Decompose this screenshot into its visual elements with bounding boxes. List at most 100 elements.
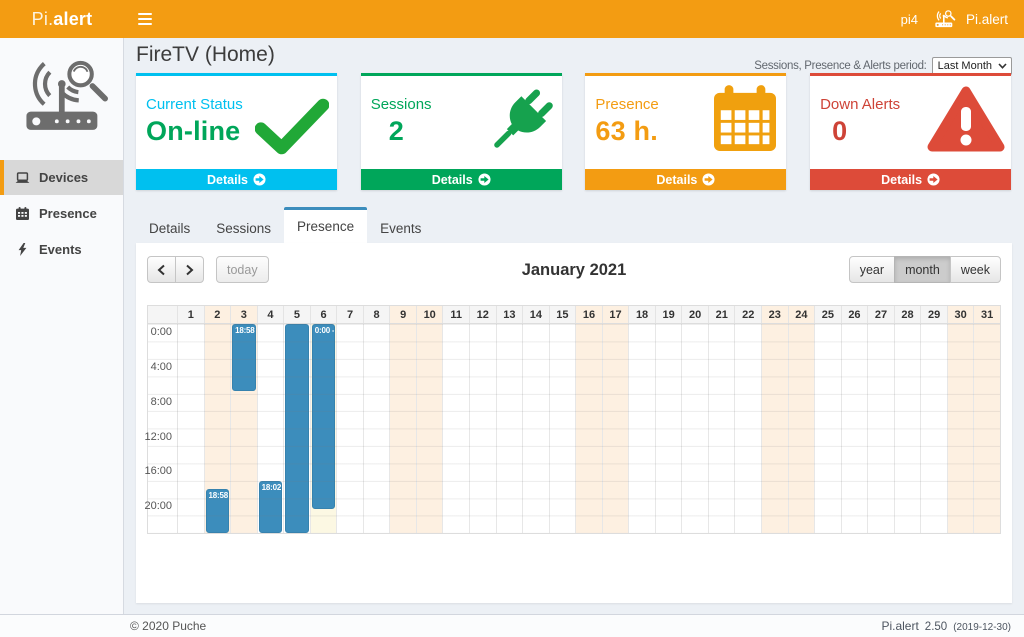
tab-presence[interactable]: Presence [284, 207, 368, 243]
day-column-5[interactable] [284, 324, 311, 533]
presence-event-bar[interactable]: 0:00 - [311, 324, 336, 510]
today-button[interactable]: today [216, 256, 269, 283]
calendar-title: January 2021 [521, 261, 627, 279]
today-button-group: today [216, 256, 269, 283]
day-column-30[interactable] [947, 324, 975, 533]
day-column-12[interactable] [470, 324, 497, 533]
box-body: Sessions 2 [361, 76, 562, 169]
day-column-14[interactable] [523, 324, 550, 533]
day-column-18[interactable] [629, 324, 656, 533]
sidebar-item-label: Events [39, 242, 82, 257]
day-column-2[interactable]: 18:58 [204, 324, 232, 533]
presence-event-bar[interactable]: 18:58 [232, 324, 256, 392]
calendar-time-axis: 0:00 4:00 8:00 12:00 16:00 20:00 [144, 324, 178, 533]
navbar-right: pi4 Pi.alert [901, 0, 1024, 38]
details-label: Details [881, 172, 923, 187]
day-header-16: 16 [576, 306, 603, 323]
day-header-12: 12 [470, 306, 497, 323]
sidebar-item-label: Devices [39, 170, 89, 185]
box-body: Presence 63 h. [585, 76, 786, 169]
day-column-21[interactable] [708, 324, 736, 533]
summary-box-current-status: Current Status On-line Details [136, 73, 337, 190]
box-label: Sessions [370, 96, 432, 113]
day-column-1[interactable] [178, 324, 205, 533]
version-info: Pi.alert 2.50 (2019-12-30) [881, 619, 1011, 633]
pialert-logo-icon [935, 8, 956, 28]
top-navbar: Pi. alert pi4 Pi. [0, 0, 1024, 38]
day-column-4[interactable]: 18:02 [257, 324, 285, 533]
day-column-22[interactable] [735, 324, 763, 533]
box-label: Presence [595, 96, 659, 113]
box-details-button[interactable]: Details [136, 169, 337, 190]
day-header-18: 18 [629, 306, 656, 323]
tab-sessions[interactable]: Sessions [216, 220, 272, 236]
time-axis-label: 4:00 [150, 360, 172, 373]
presence-event-bar[interactable]: 18:02 [258, 481, 283, 533]
sidebar-item-events[interactable]: Events [0, 232, 123, 267]
event-start-time-label: 18:02 [261, 483, 282, 492]
presence-calendar: 1 2 3 4 5 6 7 8 9 10 11 12 13 14 15 16 17 18 19 20 21 22 23 24 2… [144, 305, 1001, 534]
box-accent-bar [585, 73, 787, 76]
summary-box-down-alerts: Down Alerts 0 Details [810, 73, 1012, 190]
box-accent-bar [810, 73, 1012, 76]
day-header-19: 19 [655, 306, 683, 323]
day-column-3[interactable]: 18:58 [231, 324, 258, 533]
tab-details[interactable]: Details [149, 220, 191, 236]
bolt-icon [18, 243, 27, 256]
day-column-8[interactable] [363, 324, 391, 533]
box-details-button[interactable]: Details [810, 169, 1012, 190]
main-content: FireTV (Home) Sessions, Presence & Alert… [124, 38, 1024, 614]
day-column-29[interactable] [921, 324, 948, 533]
day-column-6[interactable]: 0:00 - [310, 324, 338, 533]
calendar-axis-header [148, 306, 178, 323]
day-header-4: 4 [257, 306, 285, 323]
day-column-23[interactable] [762, 324, 789, 533]
day-header-30: 30 [947, 306, 975, 323]
arrow-circle-right-icon [253, 173, 266, 186]
sidebar-item-presence[interactable]: Presence [0, 196, 123, 231]
footer-version: 2.50 [924, 621, 948, 633]
footer-app-name: Pi.alert [881, 619, 919, 633]
period-selected-value: Last Month [937, 60, 992, 72]
presence-event-bar[interactable]: 18:58 [205, 489, 230, 533]
time-axis-label: 0:00 [150, 326, 172, 338]
day-column-9[interactable] [390, 324, 417, 533]
day-column-7[interactable] [337, 324, 364, 533]
year-view-button[interactable]: year [848, 256, 896, 283]
day-column-11[interactable] [443, 324, 471, 533]
calendar-icon [16, 207, 29, 220]
day-column-27[interactable] [868, 324, 895, 533]
day-column-10[interactable] [416, 324, 444, 533]
day-column-28[interactable] [894, 324, 922, 533]
tab-events[interactable]: Events [380, 220, 422, 236]
time-axis-label: 16:00 [144, 465, 172, 478]
check-icon [254, 98, 330, 155]
month-view-button[interactable]: month [894, 256, 951, 283]
user-menu[interactable]: Pi.alert [935, 8, 1008, 30]
box-value: 0 [832, 116, 848, 146]
arrow-circle-right-icon [702, 173, 715, 186]
day-column-31[interactable] [974, 324, 1000, 533]
day-column-19[interactable] [655, 324, 683, 533]
presence-event-bar[interactable] [285, 324, 309, 533]
day-column-26[interactable] [841, 324, 869, 533]
sidebar-item-devices[interactable]: Devices [0, 160, 123, 195]
brand-logo[interactable]: Pi. alert [0, 0, 124, 38]
box-body: Current Status On-line [136, 76, 337, 169]
sidebar-toggle-button[interactable] [124, 0, 166, 38]
week-view-button[interactable]: week [949, 256, 1001, 283]
day-column-20[interactable] [682, 324, 709, 533]
day-column-15[interactable] [549, 324, 577, 533]
calendar-nav-buttons [147, 256, 204, 283]
box-details-button[interactable]: Details [585, 169, 787, 190]
day-header-6: 6 [310, 306, 338, 323]
day-column-24[interactable] [788, 324, 816, 533]
day-column-17[interactable] [602, 324, 630, 533]
box-details-button[interactable]: Details [360, 169, 562, 190]
next-month-button[interactable] [175, 256, 204, 283]
day-column-13[interactable] [496, 324, 524, 533]
day-column-25[interactable] [815, 324, 842, 533]
day-column-16[interactable] [576, 324, 603, 533]
brand-prefix: Pi. [31, 8, 54, 29]
day-header-26: 26 [841, 306, 869, 323]
